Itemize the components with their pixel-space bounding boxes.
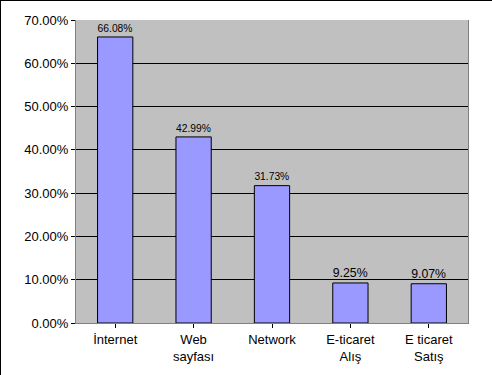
svg-text:20.00%: 20.00% (24, 229, 69, 244)
svg-text:E ticaretSatış: E ticaretSatış (405, 332, 453, 364)
svg-text:9.25%: 9.25% (333, 266, 368, 280)
svg-text:42.99%: 42.99% (176, 123, 211, 134)
svg-text:66.08%: 66.08% (98, 23, 133, 34)
svg-text:50.00%: 50.00% (24, 99, 69, 114)
svg-text:10.00%: 10.00% (24, 272, 69, 287)
svg-text:31.73%: 31.73% (254, 171, 289, 182)
svg-text:Network: Network (248, 332, 296, 347)
svg-text:70.00%: 70.00% (24, 13, 69, 28)
svg-text:60.00%: 60.00% (24, 56, 69, 71)
svg-text:Websayfası: Websayfası (173, 332, 214, 364)
svg-text:9.07%: 9.07% (411, 267, 446, 281)
svg-text:0.00%: 0.00% (32, 316, 69, 331)
svg-text:40.00%: 40.00% (24, 142, 69, 157)
svg-text:E-ticaretAlış: E-ticaretAlış (326, 332, 375, 364)
svg-text:İnternet: İnternet (93, 332, 137, 347)
svg-text:30.00%: 30.00% (24, 186, 69, 201)
